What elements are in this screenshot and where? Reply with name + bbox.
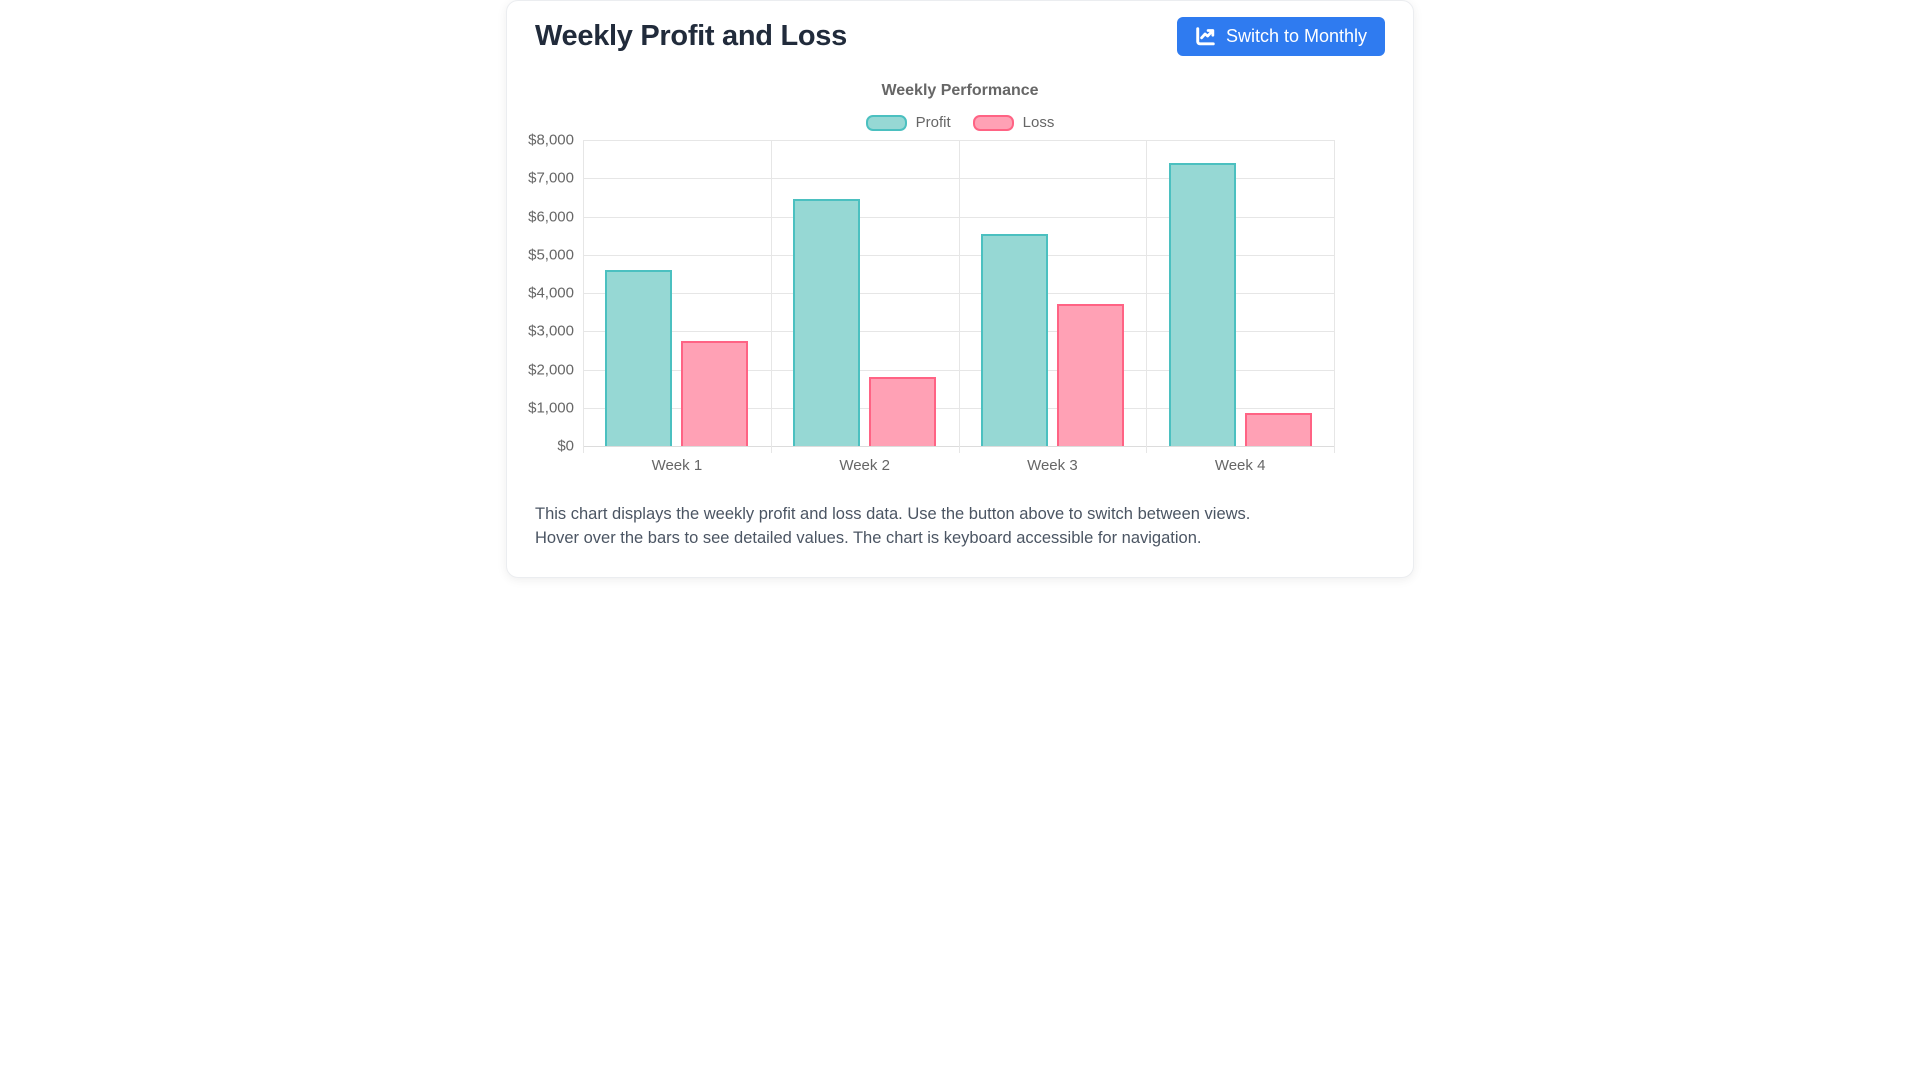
legend-label: Profit — [915, 114, 951, 131]
x-axis-label-week-1: Week 1 — [651, 457, 703, 474]
bar-profit-week-1[interactable] — [605, 270, 673, 446]
card-header: Weekly Profit and Loss Switch to Monthly — [535, 17, 1385, 56]
legend-item-profit[interactable]: Profit — [865, 114, 951, 131]
gridline-x-boundary — [583, 140, 584, 453]
weekly-profit-loss-card: Weekly Profit and Loss Switch to Monthly… — [506, 0, 1414, 578]
gridline-x-boundary — [1146, 140, 1148, 453]
bar-loss-week-2[interactable] — [869, 377, 937, 446]
page-title: Weekly Profit and Loss — [535, 20, 847, 52]
legend-swatch-profit — [865, 114, 907, 131]
bar-profit-week-3[interactable] — [980, 233, 1048, 446]
plot-area: $0 $1,000 $2,000 $3,000 $4,000 $5,000 $6,000 $7… — [528, 132, 1335, 474]
chart-title: Weekly Performance — [881, 82, 1039, 99]
chart-description: This chart displays the weekly profit an… — [535, 503, 1385, 551]
x-axis-label-week-4: Week 4 — [1214, 457, 1266, 474]
switch-to-monthly-button[interactable]: Switch to Monthly — [1176, 17, 1385, 56]
weekly-performance-chart: Weekly Performance Profit Loss $0 $1,000 $2… — [528, 70, 1385, 485]
y-axis-tick-label: $2,000 — [528, 361, 574, 378]
gridline-x-boundary — [1334, 140, 1335, 453]
y-axis-tick-label: $4,000 — [528, 284, 574, 302]
y-axis-tick-label: $7,000 — [528, 169, 574, 187]
gridline-x-boundary — [770, 140, 772, 453]
gridline-x-boundary — [958, 140, 960, 453]
legend-label: Loss — [1022, 114, 1055, 131]
description-line-2: Hover over the bars to see detailed valu… — [535, 528, 1202, 547]
chart-legend: Profit Loss — [535, 114, 1385, 131]
bar-profit-week-4[interactable] — [1168, 162, 1236, 446]
y-axis-tick-label: $8,000 — [528, 131, 574, 149]
x-axis-label-week-2: Week 2 — [839, 457, 890, 474]
description-line-1: This chart displays the weekly profit an… — [535, 505, 1251, 523]
y-axis-tick-label: $0 — [557, 437, 574, 455]
y-axis-tick-label: $5,000 — [528, 246, 574, 264]
x-axis-label-week-3: Week 3 — [1027, 457, 1078, 474]
bar-loss-week-3[interactable] — [1056, 304, 1124, 446]
y-axis-tick-label: $3,000 — [528, 322, 574, 340]
chart-line-icon — [1195, 27, 1216, 46]
bar-loss-week-1[interactable] — [681, 340, 749, 446]
legend-swatch-loss — [972, 114, 1014, 131]
y-axis-tick-label: $6,000 — [528, 208, 574, 225]
bar-profit-week-2[interactable] — [793, 199, 861, 446]
y-axis-tick-label: $1,000 — [528, 399, 574, 417]
bar-loss-week-4[interactable] — [1244, 412, 1312, 446]
switch-button-label: Switch to Monthly — [1225, 26, 1367, 46]
legend-item-loss[interactable]: Loss — [972, 114, 1055, 131]
